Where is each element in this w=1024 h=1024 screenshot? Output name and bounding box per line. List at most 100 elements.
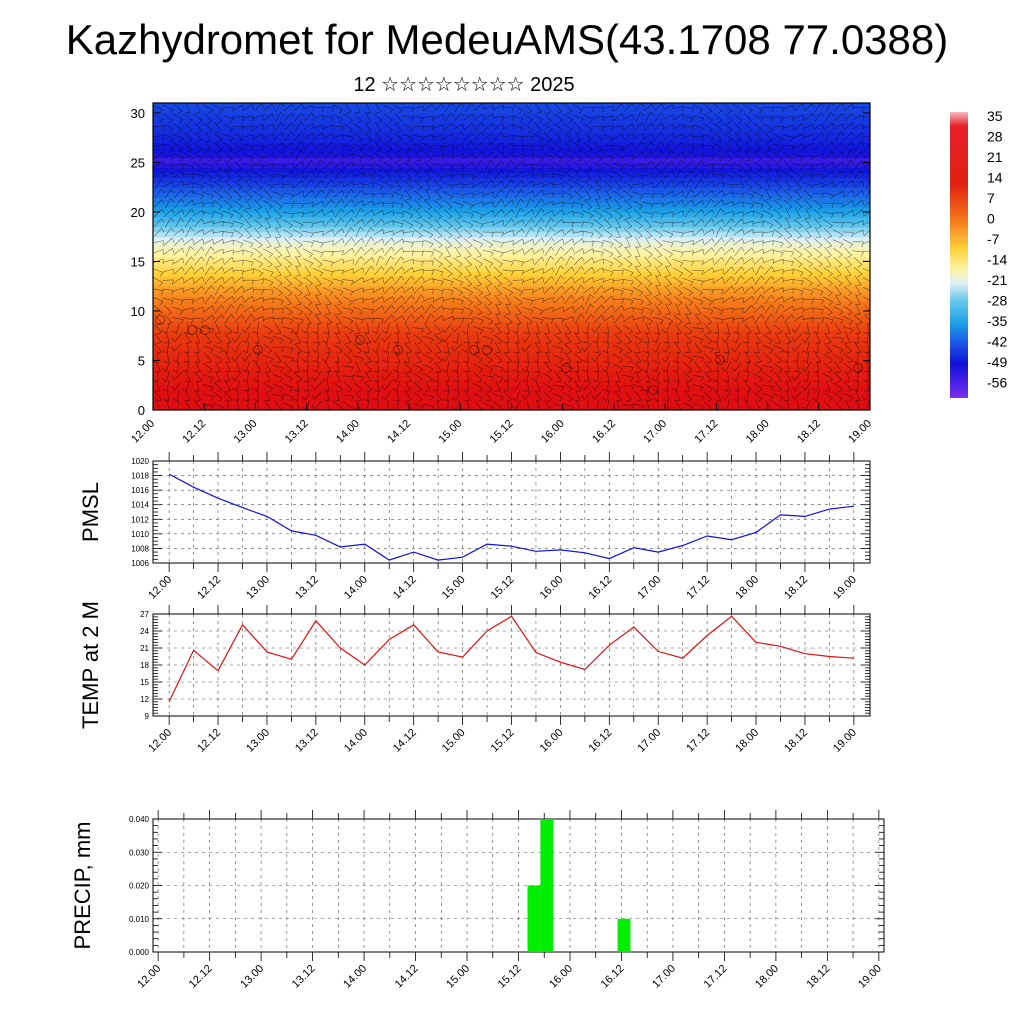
colorbar-label: 14 <box>987 170 1003 186</box>
heatmap-xtick-label: 14.00 <box>334 418 362 446</box>
heatmap-cell <box>153 301 870 307</box>
calm-circle <box>155 315 165 325</box>
heatmap-ytick-label: 15 <box>131 254 145 269</box>
xtick-label: 16.00 <box>547 963 575 991</box>
temp-panel: 9 12 15 18 21 24 27 12.00 12.12 13.00 13.12 14.00 14… <box>78 601 871 755</box>
calm-circle <box>393 345 403 355</box>
colorbar-label: -49 <box>987 354 1007 370</box>
xtick-label: 17.00 <box>650 963 678 991</box>
xtick-label: 14.00 <box>342 574 370 602</box>
heatmap-cell <box>153 142 870 149</box>
precip-bar <box>527 885 541 952</box>
heatmap-ytick-label: 25 <box>131 155 145 170</box>
ytick-label: 15 <box>140 678 149 687</box>
ytick-label: 18 <box>140 661 149 670</box>
axis-title: TEMP at 2 M <box>78 601 103 729</box>
heatmap-xtick-label: 19.00 <box>846 418 874 446</box>
ytick-label: 1008 <box>131 544 149 553</box>
heatmap-cell <box>153 286 870 292</box>
ytick-label: 0.010 <box>129 915 150 924</box>
xtick-label: 13.00 <box>238 963 266 991</box>
xtick-label: 15.12 <box>496 963 524 991</box>
xtick-label: 17.00 <box>635 574 663 602</box>
ytick-label: 1006 <box>131 559 149 568</box>
xtick-label: 18.00 <box>733 574 761 602</box>
heatmap-cell <box>153 266 870 272</box>
colorbar-label: -56 <box>987 375 1007 391</box>
calm-circle <box>469 345 479 355</box>
precip-bar <box>540 819 554 952</box>
heatmap-cell <box>153 103 870 109</box>
xtick-label: 14.12 <box>391 727 419 755</box>
ytick-label: 27 <box>140 610 149 619</box>
axis-title: PMSL <box>78 482 103 542</box>
heatmap-cell <box>153 306 870 312</box>
xtick-label: 13.12 <box>290 963 318 991</box>
heatmap-xtick-label: 17.12 <box>693 418 721 446</box>
calm-circle <box>561 363 571 373</box>
heatmap-cell <box>153 296 870 302</box>
xtick-label: 15.12 <box>489 727 517 755</box>
xtick-label: 18.12 <box>805 963 833 991</box>
xtick-label: 12.00 <box>146 727 174 755</box>
xtick-label: 17.00 <box>635 727 663 755</box>
heatmap-xtick-label: 13.12 <box>283 418 311 446</box>
heatmap-cell <box>153 320 870 327</box>
ytick-label: 1012 <box>131 515 149 524</box>
heatmap-cell <box>153 216 870 223</box>
ytick-label: 0.030 <box>129 848 150 857</box>
heatmap-cell <box>153 355 870 362</box>
xtick-label: 12.12 <box>195 574 223 602</box>
heatmap-xtick-label: 18.00 <box>744 418 772 446</box>
axis-title: PRECIP, mm <box>70 822 95 950</box>
heatmap-ytick-label: 0 <box>138 403 145 418</box>
colorbar-label: -14 <box>987 252 1007 268</box>
calm-circle <box>200 325 210 335</box>
heatmap-cell <box>153 197 870 203</box>
xtick-label: 19.00 <box>831 574 859 602</box>
heatmap-cell <box>153 271 870 277</box>
xtick-label: 18.12 <box>782 727 810 755</box>
heatmap-xtick-label: 13.00 <box>232 418 260 446</box>
page-title: Kazhydromet for MedeuAMS(43.1708 77.0388… <box>65 16 949 63</box>
xtick-label: 13.00 <box>244 727 272 755</box>
calm-circle <box>715 355 725 365</box>
heatmap-cell <box>153 117 870 124</box>
colorbar-scale <box>950 112 968 398</box>
calm-circle <box>482 345 492 355</box>
calm-circle <box>187 325 197 335</box>
calm-circle <box>355 335 365 345</box>
xtick-label: 14.12 <box>391 574 419 602</box>
heatmap-xtick-label: 16.00 <box>539 418 567 446</box>
xtick-label: 16.12 <box>586 727 614 755</box>
precip-panel: 0.000 0.010 0.020 0.030 0.040 12.00 12.12 13.00… <box>70 810 885 991</box>
heatmap-cell <box>153 152 870 159</box>
colorbar-label: -35 <box>987 313 1007 329</box>
colorbar-label: -28 <box>987 293 1007 309</box>
heatmap-ytick-label: 10 <box>131 304 145 319</box>
heatmap-xtick-label: 16.12 <box>590 418 618 446</box>
heatmap-cell <box>153 310 870 317</box>
heatmap-cell <box>153 276 870 282</box>
heatmap-xtick-label: 15.00 <box>436 418 464 446</box>
heatmap-cell <box>153 340 870 347</box>
heatmap-cell <box>153 251 870 258</box>
heatmap-cell <box>153 211 870 218</box>
colorbar-label: 0 <box>987 211 995 227</box>
heatmap-cell <box>153 246 870 253</box>
heatmap-cell <box>153 172 870 178</box>
colorbar-label: 21 <box>987 149 1003 165</box>
xtick-label: 18.00 <box>753 963 781 991</box>
grid <box>153 819 884 952</box>
xtick-label: 15.00 <box>444 963 472 991</box>
heatmap-cell <box>153 107 870 114</box>
xtick-label: 13.12 <box>293 727 321 755</box>
heatmap-cell <box>153 192 870 198</box>
ytick-label: 0.020 <box>129 882 150 891</box>
heatmap-cell <box>153 335 870 342</box>
heatmap-cell <box>153 400 870 406</box>
ytick-label: 1020 <box>131 457 149 466</box>
xtick-label: 17.12 <box>702 963 730 991</box>
heatmap-cell <box>153 147 870 154</box>
